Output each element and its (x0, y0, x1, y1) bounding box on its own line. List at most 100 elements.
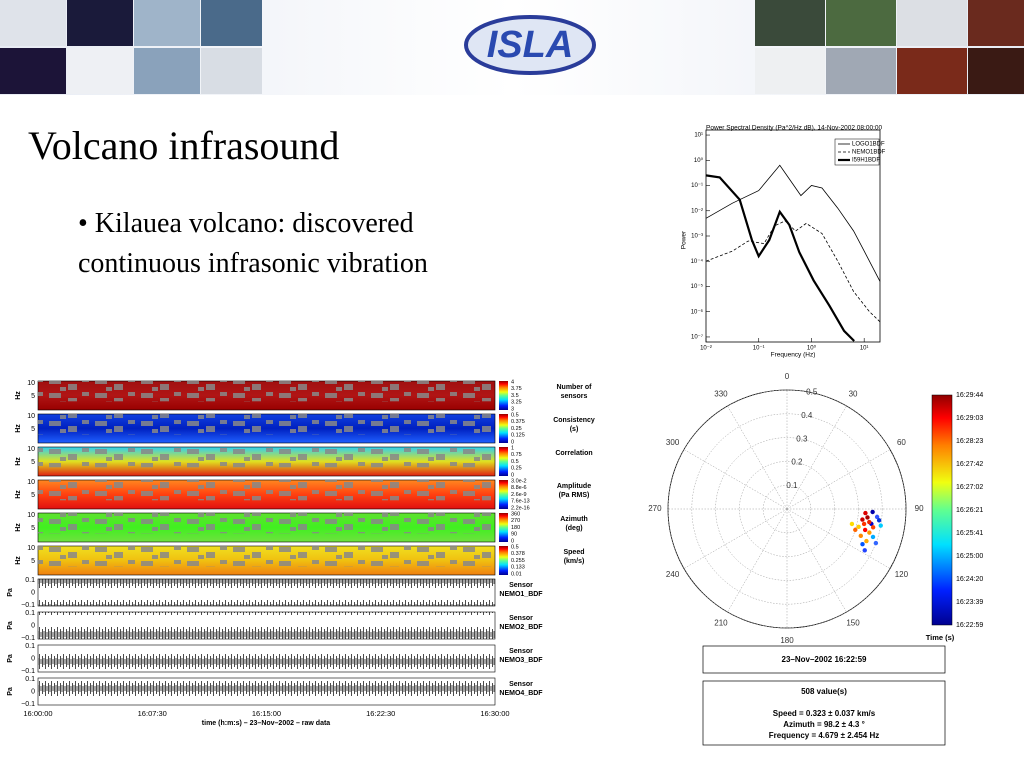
azimuth-tick-label: 90 (915, 504, 924, 513)
x-tick-label: 10⁰ (807, 345, 817, 352)
detection-point (874, 514, 880, 520)
colorbar-label: 3.0e-2 (511, 478, 527, 484)
azimuth-tick-label: 180 (780, 636, 794, 645)
x-tick-label: 10⁻¹ (753, 346, 765, 352)
x-tick-label: 16:00:00 (23, 709, 52, 718)
azimuth-tick-label: 240 (666, 570, 680, 579)
waveform (38, 579, 495, 606)
polar-spoke (786, 508, 847, 613)
y-tick-label: 10⁻⁷ (691, 334, 703, 341)
y-axis-label: Pa (7, 687, 14, 696)
colorbar-label: 0.375 (511, 419, 525, 425)
detection-point (849, 521, 855, 527)
detection-point (870, 534, 876, 540)
spectrogram-gaps (38, 480, 495, 501)
detection-point (870, 509, 875, 515)
colorbar (499, 414, 508, 443)
colorbar-label: 16:28:23 (956, 438, 983, 445)
x-tick-label: 16:22:30 (366, 709, 395, 718)
radial-tick-label: 0.3 (796, 434, 808, 443)
y-tick-label: 10¹ (694, 133, 703, 139)
colorbar (499, 381, 508, 410)
colorbar-label: 16:29:03 (956, 415, 983, 422)
time-box-text: 23–Nov–2002 16:22:59 (782, 655, 868, 664)
y-tick-label: 0 (31, 655, 35, 662)
y-tick-label: 10⁻⁶ (691, 308, 704, 315)
polar-spoke (727, 405, 788, 510)
polar-ring (691, 413, 883, 605)
detection-point (864, 538, 869, 544)
y-tick-label: −0.1 (21, 668, 35, 675)
legend-bg (835, 148, 879, 156)
stats-text: Azimuth = 98.2 ± 4.3 ° (783, 720, 865, 729)
waveform (38, 612, 495, 639)
colorbar-label: 3.75 (511, 386, 522, 392)
polar-spoke (727, 508, 788, 613)
y-tick-label: 5 (31, 558, 35, 565)
colorbar-label: 3.25 (511, 400, 522, 406)
detection-point (863, 510, 868, 516)
y-axis-label: Hz (15, 457, 22, 466)
legend-label: NEMO1BDF (852, 150, 886, 156)
y-tick-label: 10 (27, 512, 35, 519)
y-tick-label: 0.1 (25, 610, 35, 617)
legend-label: I59H1BDF (852, 158, 880, 164)
panel-name: Amplitude (557, 483, 591, 490)
colorbar-label: 0.5 (511, 544, 519, 550)
azimuth-tick-label: 60 (897, 438, 906, 447)
x-tick-label: 10⁻² (700, 346, 712, 352)
detection-point (861, 521, 867, 527)
detection-point (862, 548, 867, 553)
colorbar-label: 0.25 (511, 466, 522, 472)
colorbar-label: 1 (511, 445, 514, 451)
x-axis-label: time (h:m:s) – 23–Nov–2002 – raw data (202, 720, 330, 727)
azimuth-tick-label: 30 (849, 390, 858, 399)
colorbar-label: 7.6e-13 (511, 499, 530, 505)
psd-line (705, 174, 855, 342)
colorbar-label: 0.378 (511, 551, 525, 557)
azimuth-tick-label: 300 (666, 438, 680, 447)
polar-ring (762, 484, 812, 534)
y-tick-label: −0.1 (21, 701, 35, 708)
colorbar (499, 447, 508, 476)
polar-spoke (786, 508, 891, 569)
slide-title: Volcano infrasound (28, 123, 339, 168)
detection-point (865, 515, 870, 520)
y-axis-label: Pa (7, 654, 14, 663)
y-tick-label: 5 (31, 492, 35, 499)
colorbar-label: 8.8e-6 (511, 485, 527, 491)
stats-text: Frequency = 4.679 ± 2.454 Hz (769, 731, 879, 740)
y-tick-label: −0.1 (21, 635, 35, 642)
polar-spoke (786, 405, 847, 510)
y-axis-label: Pa (7, 621, 14, 630)
psd-title: Power Spectral Density (Pa^2/Hz dB), 14-… (706, 125, 882, 132)
panel-name: (km/s) (564, 558, 585, 565)
y-tick-label: 10 (27, 380, 35, 387)
y-tick-label: 10⁻⁵ (691, 283, 704, 290)
y-tick-label: 10⁻¹ (691, 183, 703, 189)
colorbar-label: 0 (511, 472, 514, 478)
radial-tick-label: 0.4 (801, 411, 813, 420)
colorbar-label: 16:27:42 (956, 461, 983, 468)
colorbar-label: 3 (511, 406, 514, 412)
y-tick-label: 0.1 (25, 577, 35, 584)
colorbar-label: 360 (511, 511, 520, 517)
polar-ring (667, 389, 907, 629)
colorbar (499, 480, 508, 509)
colorbar-label: 90 (511, 532, 517, 538)
legend-bg (835, 140, 879, 148)
waveform (38, 678, 495, 705)
detection-point (867, 519, 872, 525)
radial-tick-label: 0.2 (791, 458, 803, 467)
header-tiles-right (755, 0, 1024, 94)
sensor-label: NEMO1_BDF (499, 591, 543, 598)
legend-bg (835, 156, 879, 164)
y-tick-label: 10⁻⁴ (691, 258, 704, 265)
polar-ring (715, 437, 859, 581)
sensor-label: Sensor (509, 615, 533, 622)
y-tick-label: 0.1 (25, 643, 35, 650)
colorbar-label: 16:24:20 (956, 576, 983, 583)
panel-name: Azimuth (560, 516, 588, 523)
panel-name: (deg) (565, 525, 582, 532)
